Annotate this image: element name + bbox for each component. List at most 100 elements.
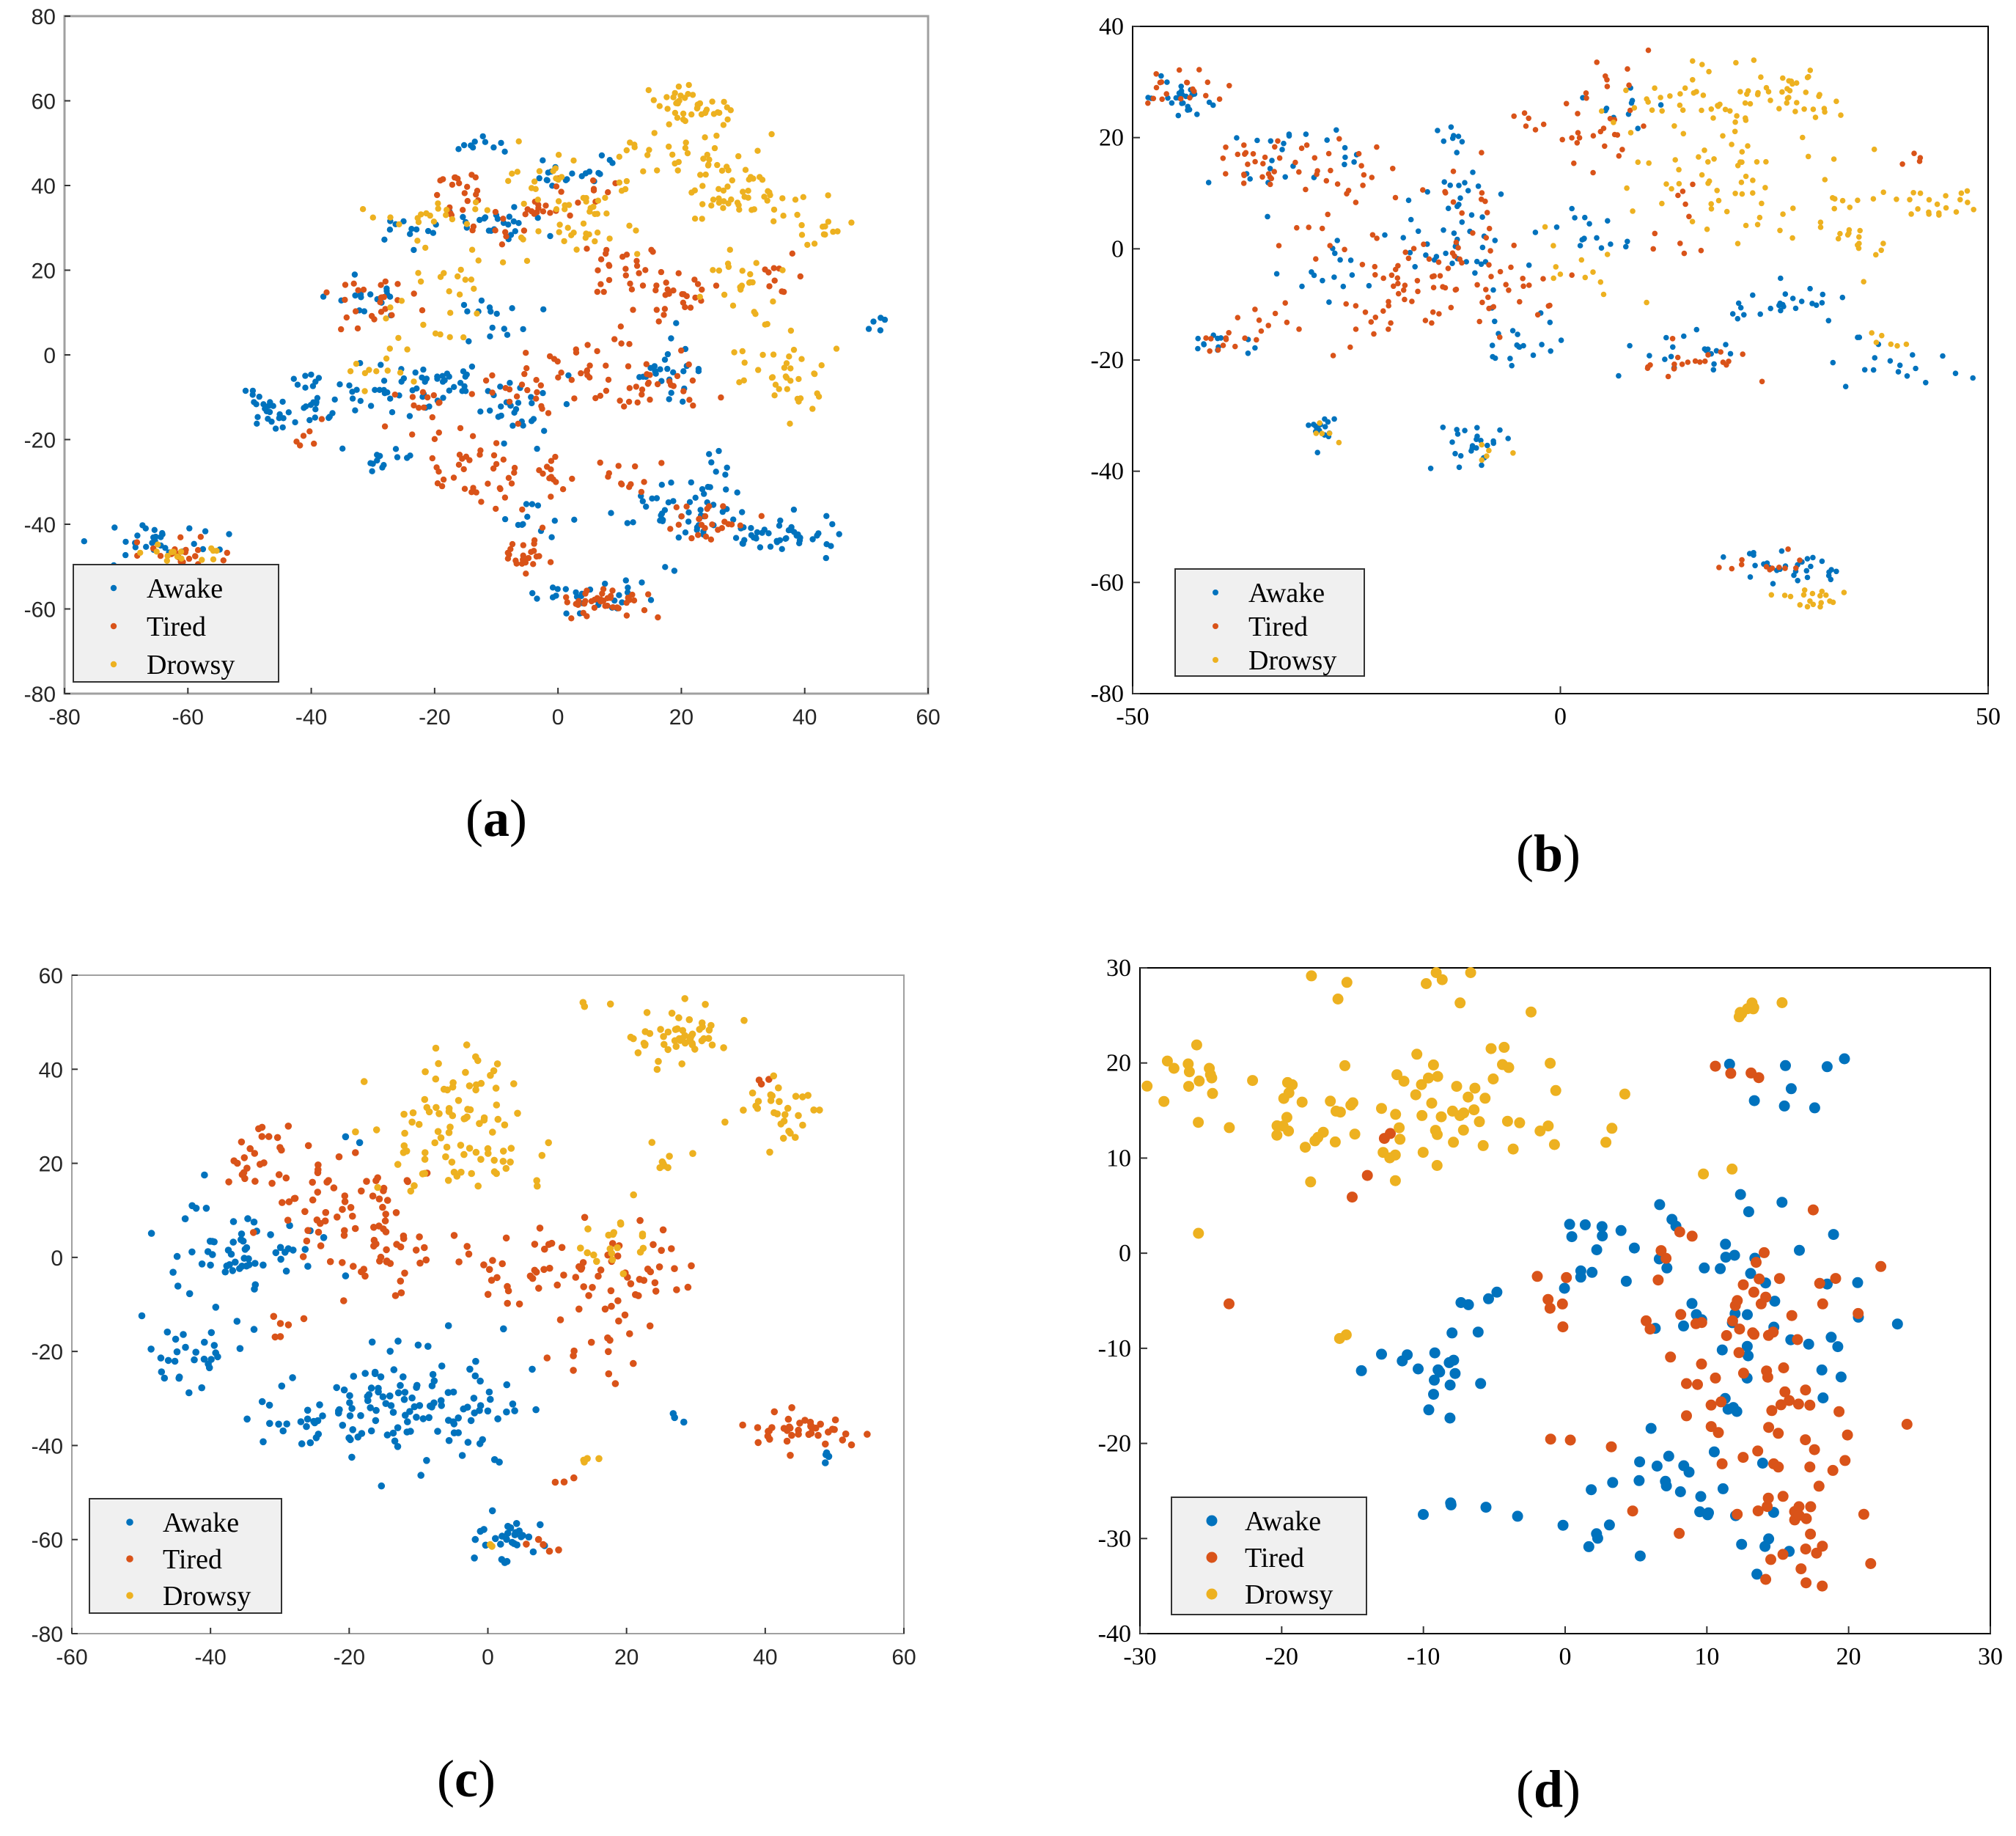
point-drowsy — [784, 386, 791, 392]
point-drowsy — [696, 100, 704, 107]
point-awake — [1776, 302, 1782, 309]
point-drowsy — [1936, 210, 1942, 216]
point-tired — [1241, 172, 1247, 177]
point-tired — [1479, 190, 1485, 196]
point-awake — [134, 532, 141, 539]
point-tired — [314, 1189, 322, 1196]
point-awake — [688, 479, 694, 486]
point-awake — [253, 401, 260, 408]
point-drowsy — [780, 1117, 788, 1125]
point-tired — [1208, 336, 1214, 342]
point-drowsy — [1699, 172, 1705, 178]
point-tired — [633, 262, 641, 269]
point-drowsy — [1847, 205, 1853, 210]
point-drowsy — [1271, 1129, 1283, 1141]
point-tired — [185, 555, 193, 562]
point-drowsy — [1204, 1062, 1215, 1074]
point-awake — [1603, 1519, 1615, 1531]
point-drowsy — [1700, 92, 1707, 98]
point-drowsy — [825, 219, 832, 225]
point-tired — [304, 1227, 312, 1234]
point-awake — [697, 507, 704, 513]
point-drowsy — [714, 161, 721, 169]
point-awake — [823, 513, 830, 519]
point-tired — [687, 304, 694, 311]
point-drowsy — [792, 197, 799, 203]
point-tired — [1655, 1245, 1667, 1257]
point-drowsy — [1726, 1163, 1738, 1175]
point-tired — [1240, 180, 1247, 186]
point-tired — [1298, 145, 1305, 151]
point-awake — [1452, 450, 1458, 457]
point-awake — [515, 400, 522, 406]
point-drowsy — [1708, 106, 1715, 112]
point-awake — [386, 227, 394, 233]
legend-label-tired: Tired — [1248, 612, 1308, 642]
point-drowsy — [736, 379, 743, 386]
point-tired — [615, 605, 622, 612]
point-tired — [502, 229, 509, 235]
point-tired — [197, 534, 204, 540]
point-drowsy — [445, 1105, 453, 1112]
point-tired — [1347, 344, 1353, 350]
point-tired — [1488, 273, 1494, 280]
point-drowsy — [449, 1083, 457, 1091]
point-awake — [1480, 1502, 1492, 1513]
y-tick-label: 20 — [1099, 125, 1124, 152]
point-tired — [558, 188, 564, 195]
point-tired — [632, 463, 639, 470]
point-tired — [1343, 301, 1349, 307]
point-awake — [625, 584, 631, 591]
point-tired — [1157, 79, 1163, 86]
point-awake — [1745, 1268, 1756, 1279]
point-drowsy — [710, 267, 716, 273]
point-awake — [668, 480, 674, 486]
point-drowsy — [464, 1106, 471, 1113]
point-tired — [1679, 361, 1685, 367]
point-tired — [534, 1535, 542, 1543]
point-drowsy — [689, 92, 696, 98]
point-drowsy — [616, 179, 623, 186]
point-awake — [510, 218, 517, 225]
point-drowsy — [674, 167, 681, 174]
point-awake — [1830, 359, 1836, 366]
point-awake — [649, 495, 655, 502]
point-tired — [1478, 197, 1485, 202]
point-tired — [1721, 1330, 1732, 1341]
point-tired — [1767, 1326, 1779, 1338]
point-awake — [143, 543, 150, 550]
point-drowsy — [514, 169, 520, 175]
point-tired — [437, 177, 444, 184]
point-tired — [817, 1420, 824, 1428]
point-tired — [455, 461, 463, 468]
point-awake — [549, 594, 556, 601]
point-tired — [520, 227, 528, 234]
legend-label-tired: Tired — [1245, 1543, 1304, 1574]
point-tired — [605, 376, 612, 383]
point-tired — [571, 395, 578, 402]
point-drowsy — [825, 192, 831, 199]
point-awake — [666, 396, 672, 403]
point-tired — [299, 1253, 307, 1260]
point-drowsy — [1818, 600, 1824, 606]
point-drowsy — [431, 1139, 438, 1147]
point-tired — [1540, 121, 1547, 128]
point-drowsy — [1526, 1006, 1537, 1018]
point-awake — [357, 1411, 364, 1420]
x-tick-label: 50 — [1976, 703, 2001, 730]
point-awake — [1218, 335, 1224, 341]
point-awake — [272, 1249, 280, 1257]
point-drowsy — [462, 276, 468, 283]
point-awake — [1547, 319, 1553, 326]
point-awake — [402, 1411, 409, 1419]
point-tired — [1306, 224, 1311, 230]
point-awake — [713, 469, 719, 475]
point-awake — [1819, 558, 1825, 565]
point-drowsy — [1789, 235, 1795, 241]
point-awake — [463, 371, 470, 378]
point-awake — [212, 1304, 220, 1311]
point-tired — [621, 1311, 629, 1319]
point-awake — [1520, 342, 1526, 349]
point-awake — [563, 610, 570, 617]
legend-box — [1174, 568, 1365, 677]
